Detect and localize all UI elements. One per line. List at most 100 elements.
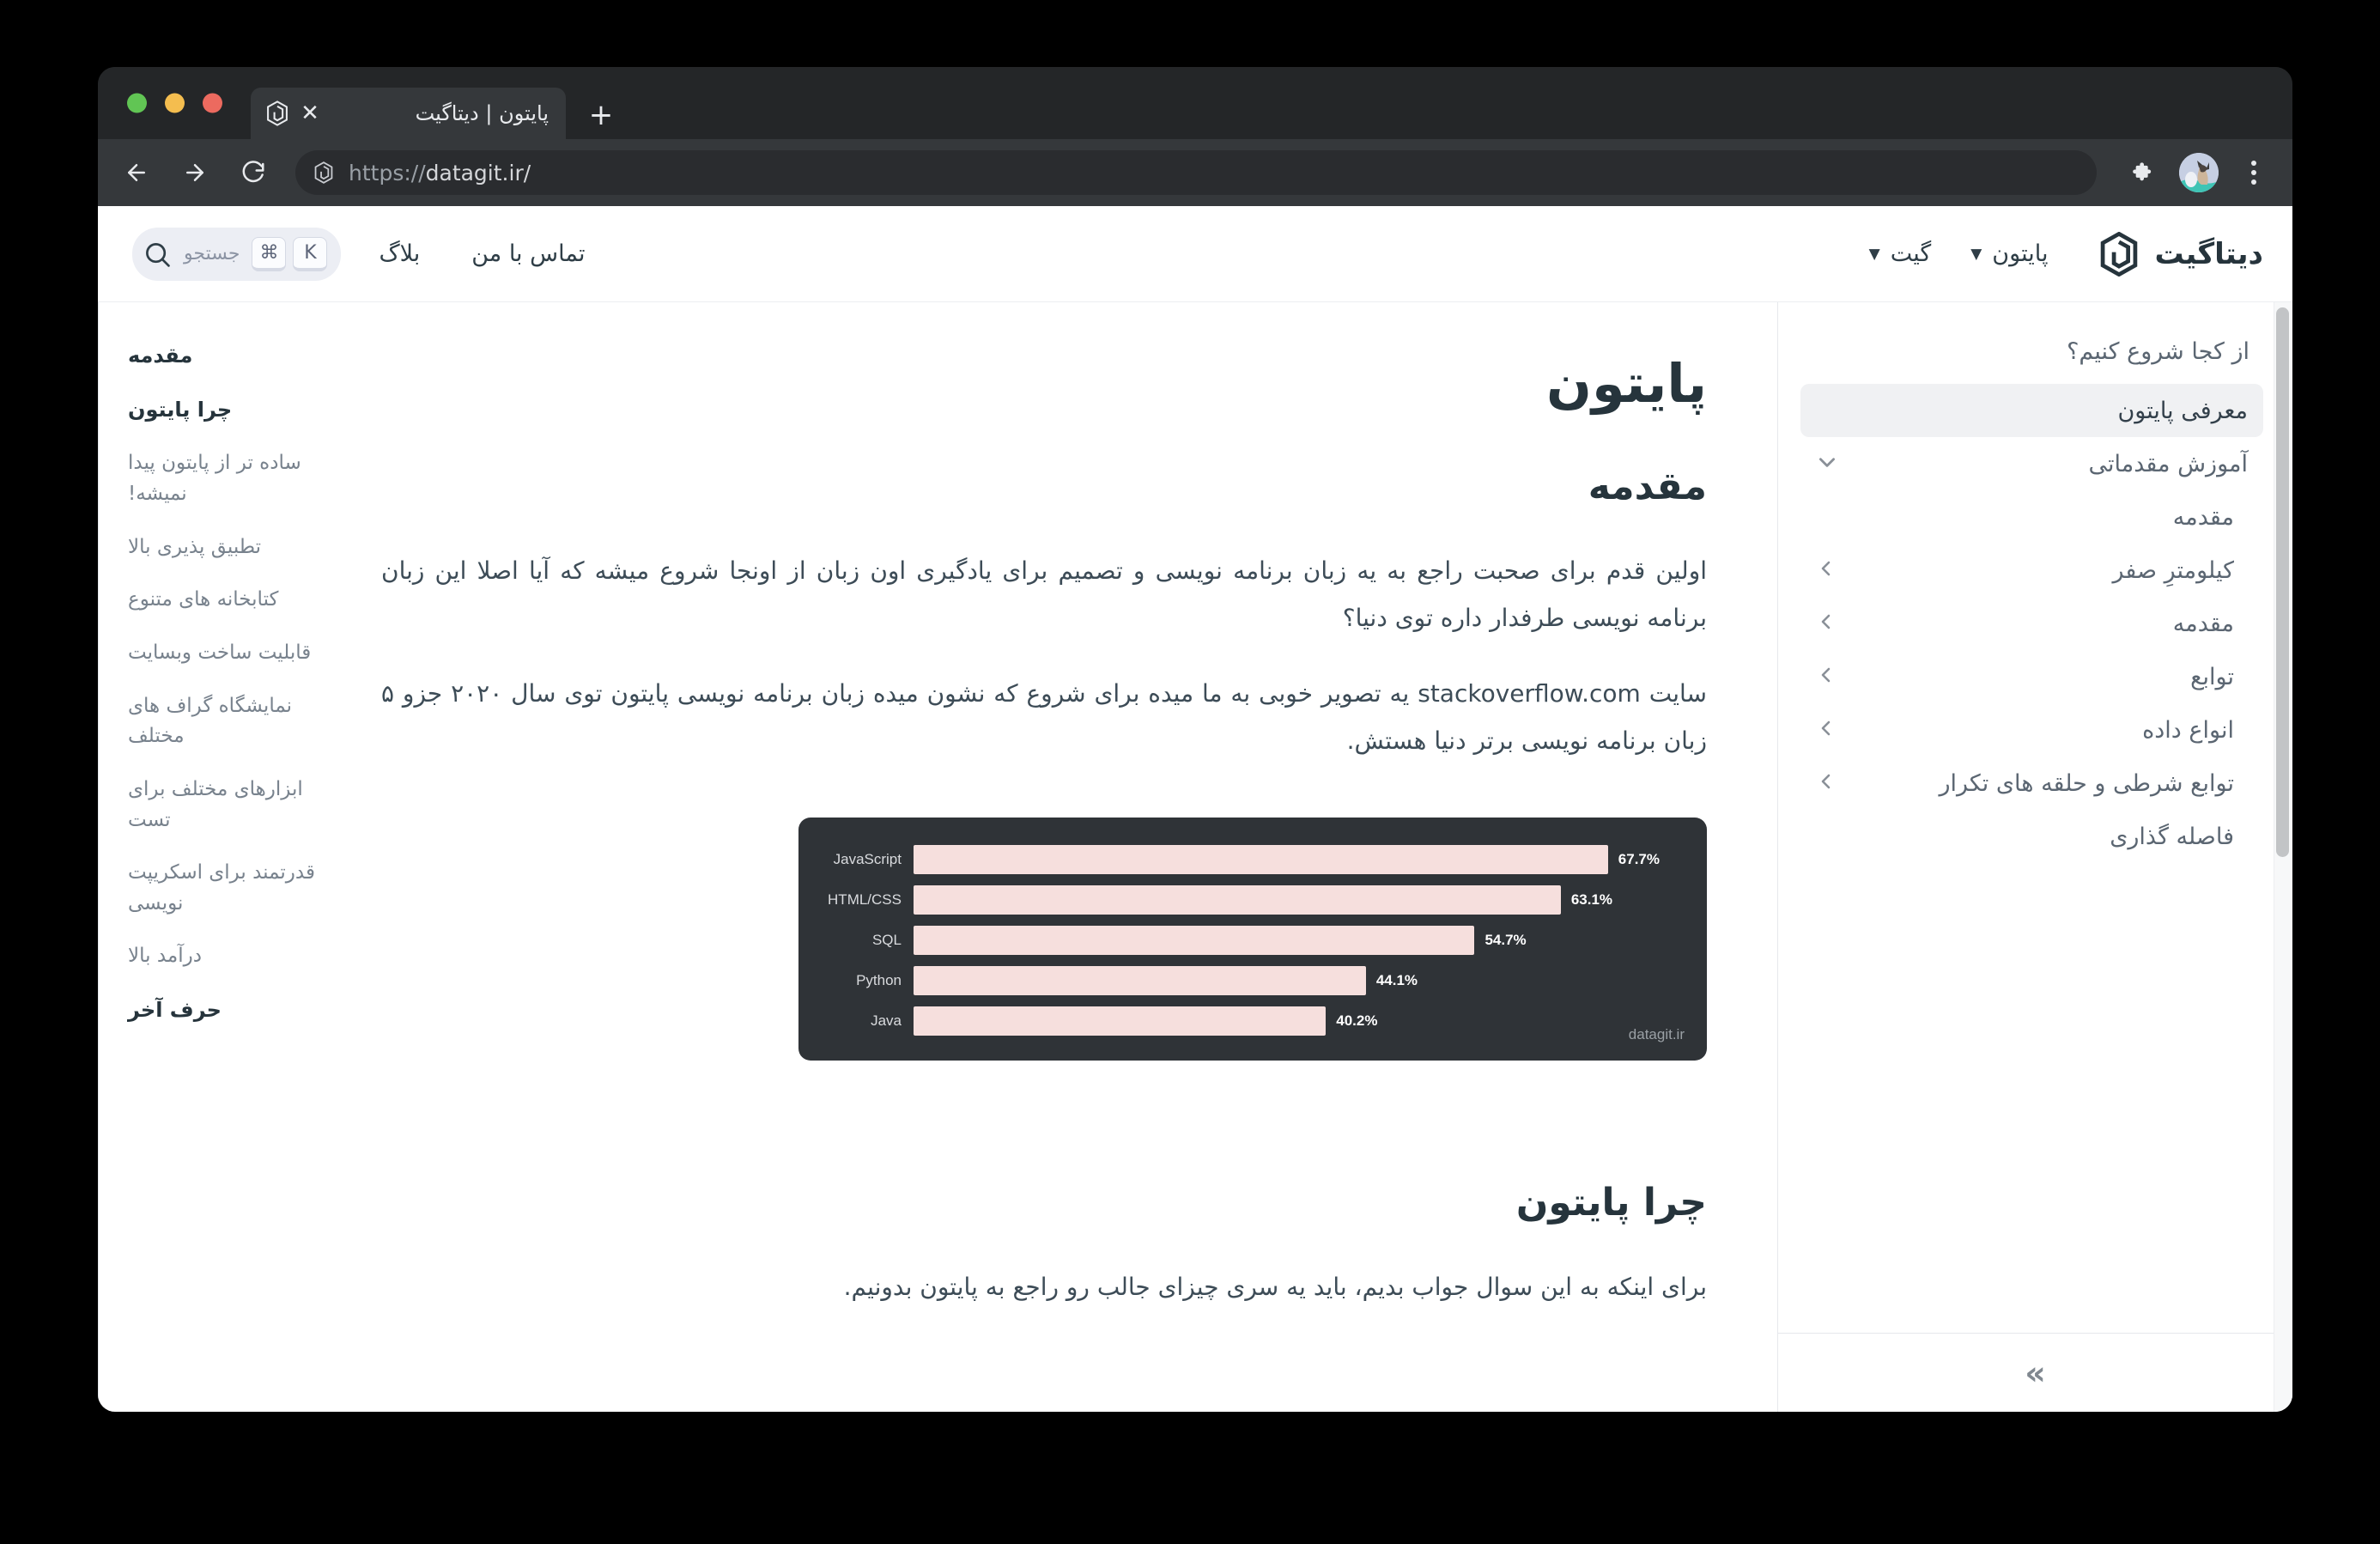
browser-tab[interactable]: پایتون | دیتاگیت ✕ (251, 88, 566, 139)
sidebar-item-label: مقدمه (2172, 503, 2234, 531)
page-viewport: دیتاگیت پایتون ▼ گیت ▼ (98, 206, 2292, 1412)
chart-value-label: 54.7% (1484, 932, 1527, 949)
sidebar-item-label: کیلومترِ صفر (2112, 556, 2234, 584)
toc-item-graphs[interactable]: نمایشگاه گراف های مختلف (128, 694, 293, 748)
sidebar-collapse-button[interactable]: » (1778, 1333, 2292, 1412)
sidebar-item-label: فاصله گذاری (2110, 823, 2234, 850)
menu-dot (2251, 179, 2256, 185)
minimize-window-button[interactable] (165, 93, 185, 113)
toc-item-simplicity[interactable]: ساده تر از پایتون پیدا نمیشه! (128, 452, 301, 506)
sidebar-item-label: آموزش مقدماتی (2088, 450, 2249, 477)
toc-item-scripting[interactable]: قدرتمند برای اسکریپت نویسی (128, 861, 315, 915)
toc-item-libraries[interactable]: کتابخانه های متنوع (128, 588, 279, 611)
sidebar-item-label: توابع شرطی و حلقه های تکرار (1939, 769, 2234, 797)
chart-bar (914, 845, 1608, 875)
new-tab-button[interactable]: + (588, 98, 614, 132)
browser-window: پایتون | دیتاگیت ✕ + https://datagit.ir/ (98, 67, 2292, 1412)
chart-category-label: SQL (871, 932, 902, 949)
chart-category-label: Python (856, 972, 902, 989)
chevron-left-icon (1816, 718, 1837, 743)
page-scrollbar-thumb[interactable] (2276, 307, 2289, 857)
search-placeholder: جستجو (184, 243, 240, 264)
chart-row: HTML/CSS 63.1% (823, 880, 1683, 920)
keycap-command: ⌘ (252, 236, 287, 271)
chart-value-label: 44.1% (1375, 972, 1418, 989)
chevron-left-icon (1816, 611, 1837, 636)
toc-item-why-python[interactable]: چرا پایتون (128, 398, 233, 422)
chevron-down-icon (1816, 451, 1838, 477)
chevron-down-icon: ▼ (1868, 245, 1880, 263)
address-bar[interactable]: https://datagit.ir/ (295, 150, 2097, 195)
chart-category-label: JavaScript (833, 851, 902, 868)
chart-row: JavaScript 67.7% (823, 840, 1683, 879)
url-host: datagit.ir/ (425, 160, 531, 185)
sidebar-item-basic-training[interactable]: آموزش مقدماتی (1800, 437, 2263, 490)
chart-row: Python 44.1% (823, 961, 1683, 1000)
nav-link-blog[interactable]: بلاگ (379, 240, 421, 267)
chart-track: 40.2% (914, 1006, 1683, 1036)
search-shortcut-keys: K ⌘ (252, 236, 328, 271)
main-nav: پایتون ▼ گیت ▼ (1869, 240, 2049, 267)
puzzle-icon[interactable] (2124, 153, 2164, 192)
toc-item-test-tools[interactable]: ابزارهای مختلف برای تست (128, 777, 303, 831)
sidebar-item-label: انواع داده (2142, 716, 2234, 744)
toc-item-final-word[interactable]: حرف آخر (128, 998, 222, 1023)
chart-watermark: datagit.ir (1628, 1026, 1685, 1043)
toc-item-income[interactable]: درآمد بالا (128, 945, 202, 968)
sidebar-item-intro[interactable]: مقدمه (1800, 490, 2263, 544)
menu-dot (2251, 170, 2256, 175)
datagit-logo-icon (264, 100, 290, 126)
maximize-window-button[interactable] (127, 93, 147, 113)
chart-track: 63.1% (914, 885, 1683, 915)
sidebar-item-python-intro[interactable]: معرفی پایتون (1800, 384, 2263, 437)
secondary-nav: تماس با من بلاگ (379, 240, 585, 267)
chart-value-label: 63.1% (1570, 891, 1613, 909)
profile-avatar[interactable] (2179, 153, 2219, 192)
back-arrow-icon[interactable] (117, 153, 156, 192)
sidebar-item-label: توابع (2190, 663, 2234, 690)
page-body: از کجا شروع کنیم؟ معرفی پایتون آموزش مقد… (98, 302, 2292, 1412)
chart-bar (914, 966, 1366, 996)
nav-menu-python[interactable]: پایتون ▼ (1970, 240, 2048, 267)
nav-link-contact[interactable]: تماس با من (471, 240, 586, 267)
sidebar-item-data-types[interactable]: انواع داده (1800, 703, 2263, 757)
docs-section-title: از کجا شروع کنیم؟ (2067, 338, 2249, 365)
brand-name: دیتاگیت (2154, 236, 2263, 271)
sidebar-item-kilometer-zero[interactable]: کیلومترِ صفر (1800, 544, 2263, 597)
sidebar-item-intro-2[interactable]: مقدمه (1800, 597, 2263, 650)
sidebar-item-conditionals-loops[interactable]: توابع شرطی و حلقه های تکرار (1800, 757, 2263, 810)
chevron-left-icon (1816, 771, 1837, 796)
nav-menu-git[interactable]: گیت ▼ (1869, 240, 1932, 267)
chart-bar (914, 926, 1475, 956)
site-favicon-icon (313, 161, 335, 184)
sidebar-item-functions[interactable]: توابع (1800, 650, 2263, 703)
nav-menu-git-label: گیت (1890, 240, 1932, 267)
search-input[interactable]: K ⌘ جستجو (132, 227, 342, 281)
toc-item-adaptability[interactable]: تطبیق پذیری بالا (128, 535, 262, 558)
toc-item-intro[interactable]: مقدمه (128, 343, 193, 368)
chevron-down-icon: ▼ (1970, 245, 1982, 263)
browser-tab-title: پایتون | دیتاگیت (415, 101, 549, 125)
chart-row: Java 40.2% (823, 1001, 1683, 1041)
chart-bar (914, 1006, 1327, 1036)
reload-icon[interactable] (234, 153, 273, 192)
popular-languages-bar-chart: JavaScript 67.7% HTML/CSS 63.1% (798, 818, 1707, 1061)
three-dot-menu-icon[interactable] (2234, 153, 2274, 192)
nav-menu-python-label: پایتون (1992, 240, 2049, 267)
search-icon (143, 240, 172, 269)
sidebar-item-spacing[interactable]: فاصله گذاری (1800, 810, 2263, 863)
window-traffic-lights (127, 93, 222, 113)
close-icon[interactable]: ✕ (301, 100, 319, 126)
docs-tree: از کجا شروع کنیم؟ معرفی پایتون آموزش مقد… (1778, 302, 2292, 1333)
site-brand[interactable]: دیتاگیت (2098, 231, 2263, 277)
table-of-contents: مقدمه چرا پایتون ساده تر از پایتون پیدا … (98, 302, 347, 1412)
page-title: پایتون (1546, 352, 1707, 415)
keycap-k: K (293, 236, 328, 271)
toc-item-web-building[interactable]: قابلیت ساخت وبسایت (128, 641, 312, 664)
chart-track: 67.7% (914, 845, 1683, 875)
page-scrollbar[interactable] (2274, 302, 2292, 1412)
browser-toolbar: https://datagit.ir/ (98, 139, 2292, 206)
forward-arrow-icon[interactable] (175, 153, 215, 192)
paragraph-intro-1: اولین قدم برای صحبت راجع به یه زبان برنا… (381, 556, 1707, 632)
close-window-button[interactable] (203, 93, 222, 113)
